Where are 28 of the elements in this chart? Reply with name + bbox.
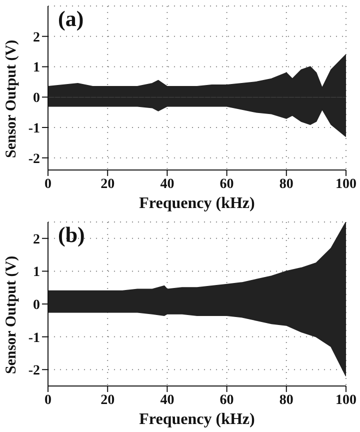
- y-tick-label: 1: [33, 265, 40, 280]
- chart-title: (b): [58, 222, 85, 248]
- x-tick-label: 0: [44, 392, 52, 408]
- x-tick-label: 100: [336, 176, 356, 192]
- x-tick-label: 20: [100, 392, 115, 408]
- y-axis-title: Sensor Output (V): [3, 40, 20, 158]
- x-tick-label: 60: [220, 392, 234, 408]
- y-tick-label: 2: [33, 30, 40, 46]
- y-tick-label: -2: [28, 364, 40, 379]
- x-tick-label: 80: [279, 392, 294, 408]
- x-tick-label: 80: [279, 176, 294, 192]
- x-axis-title: Frequency (kHz): [139, 195, 255, 212]
- x-tick-label: 20: [100, 176, 115, 192]
- y-tick-label: 2: [33, 232, 40, 248]
- y-tick-label: 1: [33, 60, 40, 76]
- x-tick-label: 100: [336, 392, 356, 408]
- x-tick-label: 40: [160, 392, 174, 408]
- y-tick-label: 0: [33, 91, 40, 106]
- y-axis-title: Sensor Output (V): [3, 256, 20, 374]
- chart-title: (a): [58, 6, 84, 32]
- x-tick-label: 0: [44, 176, 52, 192]
- y-tick-label: -1: [28, 121, 40, 136]
- x-tick-label: 60: [220, 176, 234, 192]
- x-tick-label: 40: [160, 176, 174, 192]
- y-tick-label: -2: [28, 152, 40, 167]
- y-tick-label: -1: [28, 330, 40, 346]
- y-tick-label: 0: [33, 298, 40, 313]
- x-axis-title: Frequency (kHz): [139, 411, 255, 428]
